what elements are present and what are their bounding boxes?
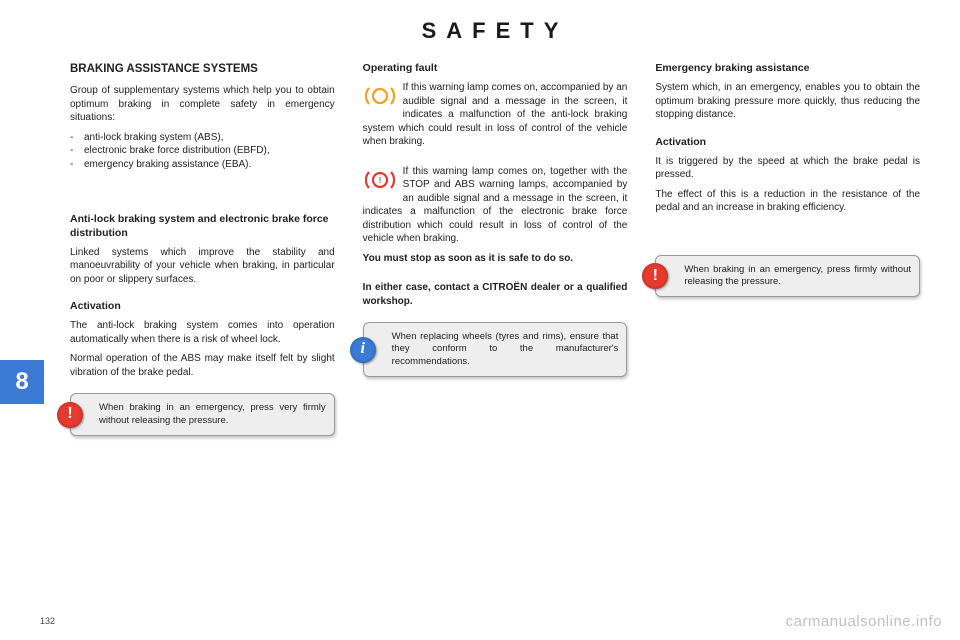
callout-text: When replacing wheels (tyres and rims), … xyxy=(392,331,619,367)
callout-wheels: i When replacing wheels (tyres and rims)… xyxy=(363,322,628,377)
list-item: -anti-lock braking system (ABS), xyxy=(70,131,335,145)
warning-icon: ! xyxy=(642,263,668,289)
page-title: SAFETY xyxy=(70,18,920,44)
heading-activation: Activation xyxy=(70,300,335,313)
abs-paragraph: Linked systems which improve the stabili… xyxy=(70,246,335,287)
warning-icon: ! xyxy=(57,402,83,428)
heading-braking-systems: BRAKING ASSISTANCE SYSTEMS xyxy=(70,62,335,76)
systems-intro: Group of supplementary systems which hel… xyxy=(70,84,335,125)
heading-operating-fault: Operating fault xyxy=(363,62,628,75)
eba-act-p2: The effect of this is a reduction in the… xyxy=(655,188,920,215)
systems-list: -anti-lock braking system (ABS), -electr… xyxy=(70,131,335,172)
heading-eba-activation: Activation xyxy=(655,136,920,149)
heading-abs: Anti-lock braking system and electronic … xyxy=(70,213,335,239)
callout-text: When braking in an emergency, press very… xyxy=(99,402,326,425)
brake-red-icon: ! xyxy=(363,166,397,194)
callout-text: When braking in an emergency, press firm… xyxy=(684,264,911,287)
callout-emergency-brake-1: ! When braking in an emergency, press ve… xyxy=(70,393,335,436)
page-number: 132 xyxy=(40,616,55,626)
activation-p1: The anti-lock braking system comes into … xyxy=(70,319,335,346)
fault-warning-2: ! If this warning lamp comes on, togethe… xyxy=(363,165,628,246)
watermark: carmanualsonline.info xyxy=(786,613,942,630)
eba-paragraph: System which, in an emergency, enables y… xyxy=(655,81,920,122)
eba-act-p1: It is triggered by the speed at which th… xyxy=(655,155,920,182)
callout-emergency-brake-2: ! When braking in an emergency, press fi… xyxy=(655,255,920,298)
svg-text:!: ! xyxy=(378,176,381,185)
list-item: -emergency braking assistance (EBA). xyxy=(70,158,335,172)
page: SAFETY BRAKING ASSISTANCE SYSTEMS Group … xyxy=(0,0,960,640)
dealer-note: In either case, contact a CITROËN dealer… xyxy=(363,281,628,308)
fault-warning-1: If this warning lamp comes on, accompani… xyxy=(363,81,628,149)
stop-note: You must stop as soon as it is safe to d… xyxy=(363,252,628,266)
info-icon: i xyxy=(350,337,376,363)
chapter-tab: 8 xyxy=(0,360,44,404)
content-columns: BRAKING ASSISTANCE SYSTEMS Group of supp… xyxy=(70,62,920,436)
activation-p2: Normal operation of the ABS may make its… xyxy=(70,352,335,379)
list-item: -electronic brake force distribution (EB… xyxy=(70,144,335,158)
column-1: BRAKING ASSISTANCE SYSTEMS Group of supp… xyxy=(70,62,335,436)
column-3: Emergency braking assistance System whic… xyxy=(655,62,920,436)
abs-amber-icon xyxy=(363,82,397,110)
heading-eba: Emergency braking assistance xyxy=(655,62,920,75)
column-2: Operating fault If this warning lamp com… xyxy=(363,62,628,436)
